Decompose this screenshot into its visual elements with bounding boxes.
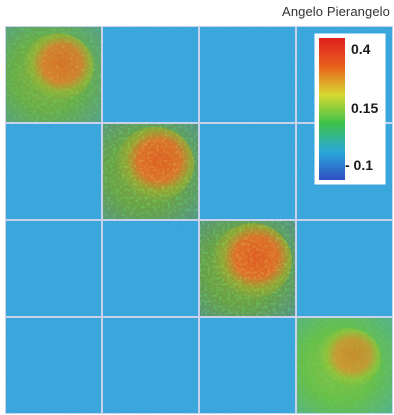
heatmap-cell-r4-c2 xyxy=(103,318,198,413)
color-scale-legend: 0.4 0.15 - 0.1 xyxy=(314,33,386,185)
heatmap-cell-r3-c3 xyxy=(200,221,295,316)
legend-tick-label: - 0.1 xyxy=(345,157,373,173)
image-credit: Angelo Pierangelo xyxy=(282,4,390,19)
heatmap-cell-r2-c1 xyxy=(6,124,101,219)
heatmap-cell-r1-c1 xyxy=(6,27,101,122)
heatmap-cell-r1-c3 xyxy=(200,27,295,122)
heatmap-cell-r4-c4 xyxy=(297,318,392,413)
heatmap-cell-r3-c1 xyxy=(6,221,101,316)
legend-color-bar xyxy=(319,38,345,180)
heatmap-cell-r1-c2 xyxy=(103,27,198,122)
legend-tick-label: 0.4 xyxy=(351,41,371,57)
heatmap-cell-r3-c4 xyxy=(297,221,392,316)
heatmap-cell-r4-c1 xyxy=(6,318,101,413)
heatmap-cell-r4-c3 xyxy=(200,318,295,413)
heatmap-cell-r2-c3 xyxy=(200,124,295,219)
heatmap-chart: 0.4 0.15 - 0.1 xyxy=(5,26,393,414)
heatmap-cell-r2-c2 xyxy=(103,124,198,219)
legend-tick-label: 0.15 xyxy=(351,100,378,116)
heatmap-cell-r3-c2 xyxy=(103,221,198,316)
